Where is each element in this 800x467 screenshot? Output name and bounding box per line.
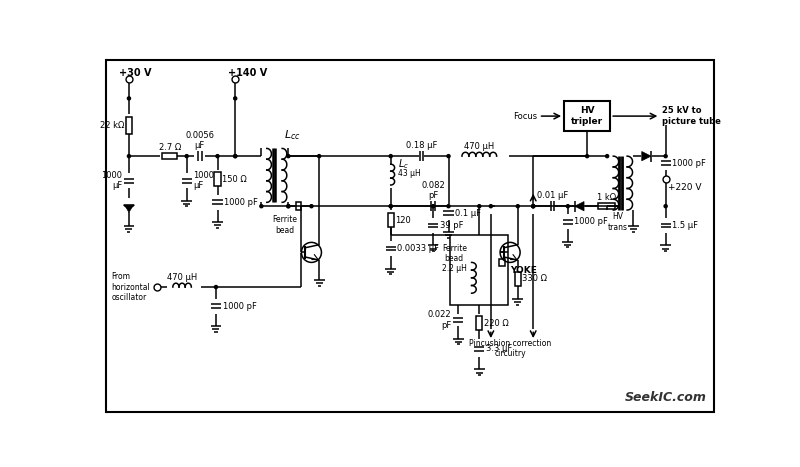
Circle shape (664, 155, 667, 158)
Text: 22 kΩ: 22 kΩ (100, 121, 124, 130)
Bar (388, 213, 394, 227)
Text: YOKE: YOKE (510, 266, 537, 275)
Circle shape (287, 205, 290, 208)
Text: 39 pF: 39 pF (440, 221, 463, 230)
Text: 1.5 μF: 1.5 μF (672, 221, 698, 230)
Circle shape (664, 205, 667, 208)
Text: Focus: Focus (513, 112, 537, 120)
Text: 43 μH: 43 μH (398, 169, 421, 177)
Text: 0.082
pF: 0.082 pF (422, 181, 445, 200)
Circle shape (532, 205, 534, 208)
Circle shape (390, 205, 392, 208)
Circle shape (127, 97, 130, 100)
Circle shape (310, 205, 313, 208)
Circle shape (390, 205, 392, 208)
Text: 2.7 Ω: 2.7 Ω (158, 143, 181, 152)
Circle shape (287, 155, 290, 158)
Text: $L_c$: $L_c$ (398, 158, 410, 171)
Bar (296, 202, 301, 210)
Text: 0.1 μF: 0.1 μF (455, 209, 481, 218)
Text: 1000 pF: 1000 pF (574, 217, 608, 226)
Circle shape (532, 205, 534, 208)
Polygon shape (124, 205, 134, 212)
Bar (126, 117, 132, 134)
Text: 0.01 μF: 0.01 μF (537, 191, 568, 200)
Circle shape (516, 205, 519, 208)
Text: +140 V: +140 V (227, 68, 266, 78)
Circle shape (478, 205, 481, 208)
Circle shape (318, 155, 321, 158)
Circle shape (447, 155, 450, 158)
Bar (514, 272, 521, 285)
Circle shape (566, 205, 570, 208)
Text: 1000
μF: 1000 μF (102, 171, 122, 191)
Circle shape (606, 155, 609, 158)
Text: Ferrite
bead
2.2 μH: Ferrite bead 2.2 μH (442, 244, 466, 274)
Text: +220 V: +220 V (668, 183, 702, 192)
Bar (476, 316, 482, 330)
Circle shape (234, 97, 237, 100)
Text: 150 Ω: 150 Ω (222, 175, 247, 184)
Circle shape (390, 155, 392, 158)
Circle shape (260, 205, 263, 208)
Text: 25 kV to
picture tube: 25 kV to picture tube (662, 106, 721, 126)
Text: HV
tripler: HV tripler (571, 106, 603, 126)
Text: 1000 pF: 1000 pF (222, 302, 256, 311)
Circle shape (490, 205, 492, 208)
Circle shape (586, 155, 589, 158)
Polygon shape (642, 151, 651, 161)
Circle shape (127, 155, 130, 158)
Circle shape (431, 205, 434, 208)
Text: 1000 pF: 1000 pF (224, 198, 258, 207)
Circle shape (532, 205, 534, 208)
Text: +30 V: +30 V (119, 68, 151, 78)
Circle shape (447, 205, 450, 208)
Bar (598, 203, 615, 209)
Text: 1000
μF: 1000 μF (194, 171, 214, 191)
Text: 0.022
pF: 0.022 pF (428, 311, 451, 330)
Bar (499, 259, 505, 266)
Circle shape (234, 155, 237, 158)
Circle shape (234, 155, 237, 158)
Circle shape (214, 285, 218, 289)
Text: 1 kΩ: 1 kΩ (597, 193, 616, 202)
Text: 3.3 μF: 3.3 μF (486, 344, 512, 353)
Text: From
horizontal
oscillator: From horizontal oscillator (111, 272, 150, 302)
Text: 220 Ω: 220 Ω (484, 319, 509, 328)
Text: Pincushion correction
circuitry: Pincushion correction circuitry (469, 339, 551, 358)
Text: 470 μH: 470 μH (167, 273, 198, 282)
Circle shape (287, 205, 290, 208)
Circle shape (216, 155, 219, 158)
Text: 0.18 μF: 0.18 μF (406, 142, 438, 150)
Bar (450, 235, 508, 305)
Text: 470 μH: 470 μH (464, 142, 494, 151)
Text: HV
trans: HV trans (608, 212, 628, 232)
Bar (214, 172, 221, 186)
Text: 0.0056
μF: 0.0056 μF (186, 131, 214, 150)
Circle shape (185, 155, 188, 158)
Text: Ferrite
bead: Ferrite bead (272, 215, 297, 235)
Bar (162, 153, 178, 159)
Text: 120: 120 (395, 216, 411, 225)
Text: 330 Ω: 330 Ω (522, 274, 547, 283)
Text: SeekIC.com: SeekIC.com (625, 391, 706, 404)
Text: 1000 pF: 1000 pF (672, 159, 706, 168)
Polygon shape (574, 202, 584, 211)
Text: $L_{cc}$: $L_{cc}$ (285, 128, 301, 142)
Bar (564, 101, 610, 131)
Text: 0.0033 μF: 0.0033 μF (398, 244, 439, 253)
